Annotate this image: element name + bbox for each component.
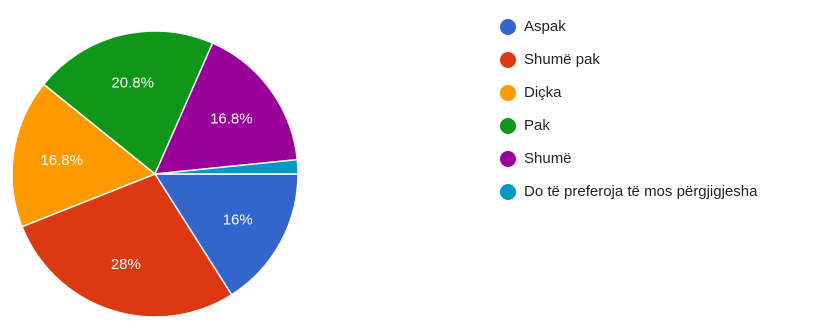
legend-label: Do të preferoja të mos përgjigjesha: [524, 183, 758, 200]
legend-label: Aspak: [524, 18, 566, 35]
legend-label: Diçka: [524, 84, 562, 101]
slice-value-label: 16%: [223, 211, 253, 228]
legend-item: Shumë pak: [500, 43, 757, 76]
legend-label: Pak: [524, 117, 550, 134]
pie-slice-5: [154, 158, 299, 175]
legend-swatch: [500, 84, 516, 101]
legend-swatch: [500, 117, 516, 134]
pie-slice-2: [11, 83, 157, 228]
legend-item: Do të preferoja të mos përgjigjesha: [500, 175, 757, 208]
slice-value-label: 16.8%: [40, 152, 83, 169]
legend-item: Diçka: [500, 76, 757, 109]
slice-value-label: 28%: [111, 256, 141, 273]
legend-label: Shumë: [524, 150, 572, 167]
pie-slice-4: [153, 42, 299, 175]
legend-item: Shumë: [500, 142, 757, 175]
legend-swatch: [500, 51, 516, 68]
legend-label: Shumë pak: [524, 51, 600, 68]
legend-swatch: [500, 18, 516, 35]
legend-item: Aspak: [500, 10, 757, 43]
chart-legend: Aspak Shumë pak Diçka Pak Shumë Do të prefero…: [500, 10, 757, 208]
pie-chart: 16% 28% 16.8% 20.8% 16.8%: [11, 30, 299, 318]
pie-slice-1: [21, 173, 233, 318]
legend-swatch: [500, 150, 516, 167]
legend-swatch: [500, 183, 516, 200]
legend-item: Pak: [500, 109, 757, 142]
pie-slice-0: [153, 173, 299, 296]
slice-value-label: 20.8%: [111, 74, 154, 91]
slice-value-label: 16.8%: [210, 111, 253, 128]
